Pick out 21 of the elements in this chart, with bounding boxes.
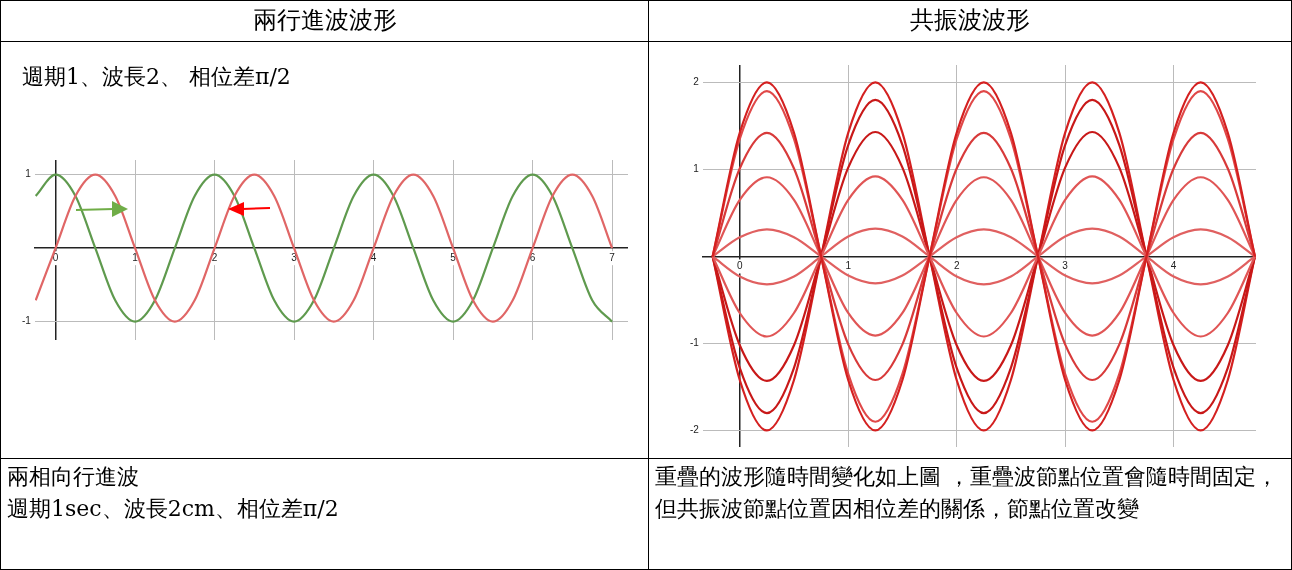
- x-tick-label: 0: [736, 260, 743, 272]
- x-tick-label: 3: [291, 251, 298, 263]
- y-tick-label: -1: [689, 337, 700, 349]
- x-tick-label: 1: [132, 251, 139, 263]
- text: 兩相向行進波: [7, 463, 140, 491]
- chart-title: 兩行進波波形: [0, 0, 649, 42]
- y-tick-label: 2: [693, 76, 700, 88]
- x-tick-label: 4: [1170, 260, 1177, 272]
- text: 重疊的波形隨時間變化如上圖 ，重疊波節點位置會隨時間固定，但共振波節點位置因相位差的關係，節點位置改變: [655, 463, 1279, 523]
- chart-subtitle: 週期1、波長2、 相位差π/2: [22, 63, 291, 91]
- x-tick-label: 4: [370, 251, 377, 263]
- x-tick-label: 3: [1062, 260, 1069, 272]
- y-tick-label: 1: [693, 163, 700, 175]
- x-tick-label: 0: [52, 251, 59, 263]
- x-tick-label: 7: [609, 251, 616, 263]
- chart-title: 共振波波形: [648, 0, 1292, 42]
- x-tick-label: 1: [845, 260, 852, 272]
- y-tick-label: -1: [21, 315, 32, 327]
- y-tick-label: -2: [689, 424, 700, 436]
- text: 週期1sec、波長2cm、相位差π/2: [7, 495, 340, 523]
- x-tick-label: 2: [953, 260, 960, 272]
